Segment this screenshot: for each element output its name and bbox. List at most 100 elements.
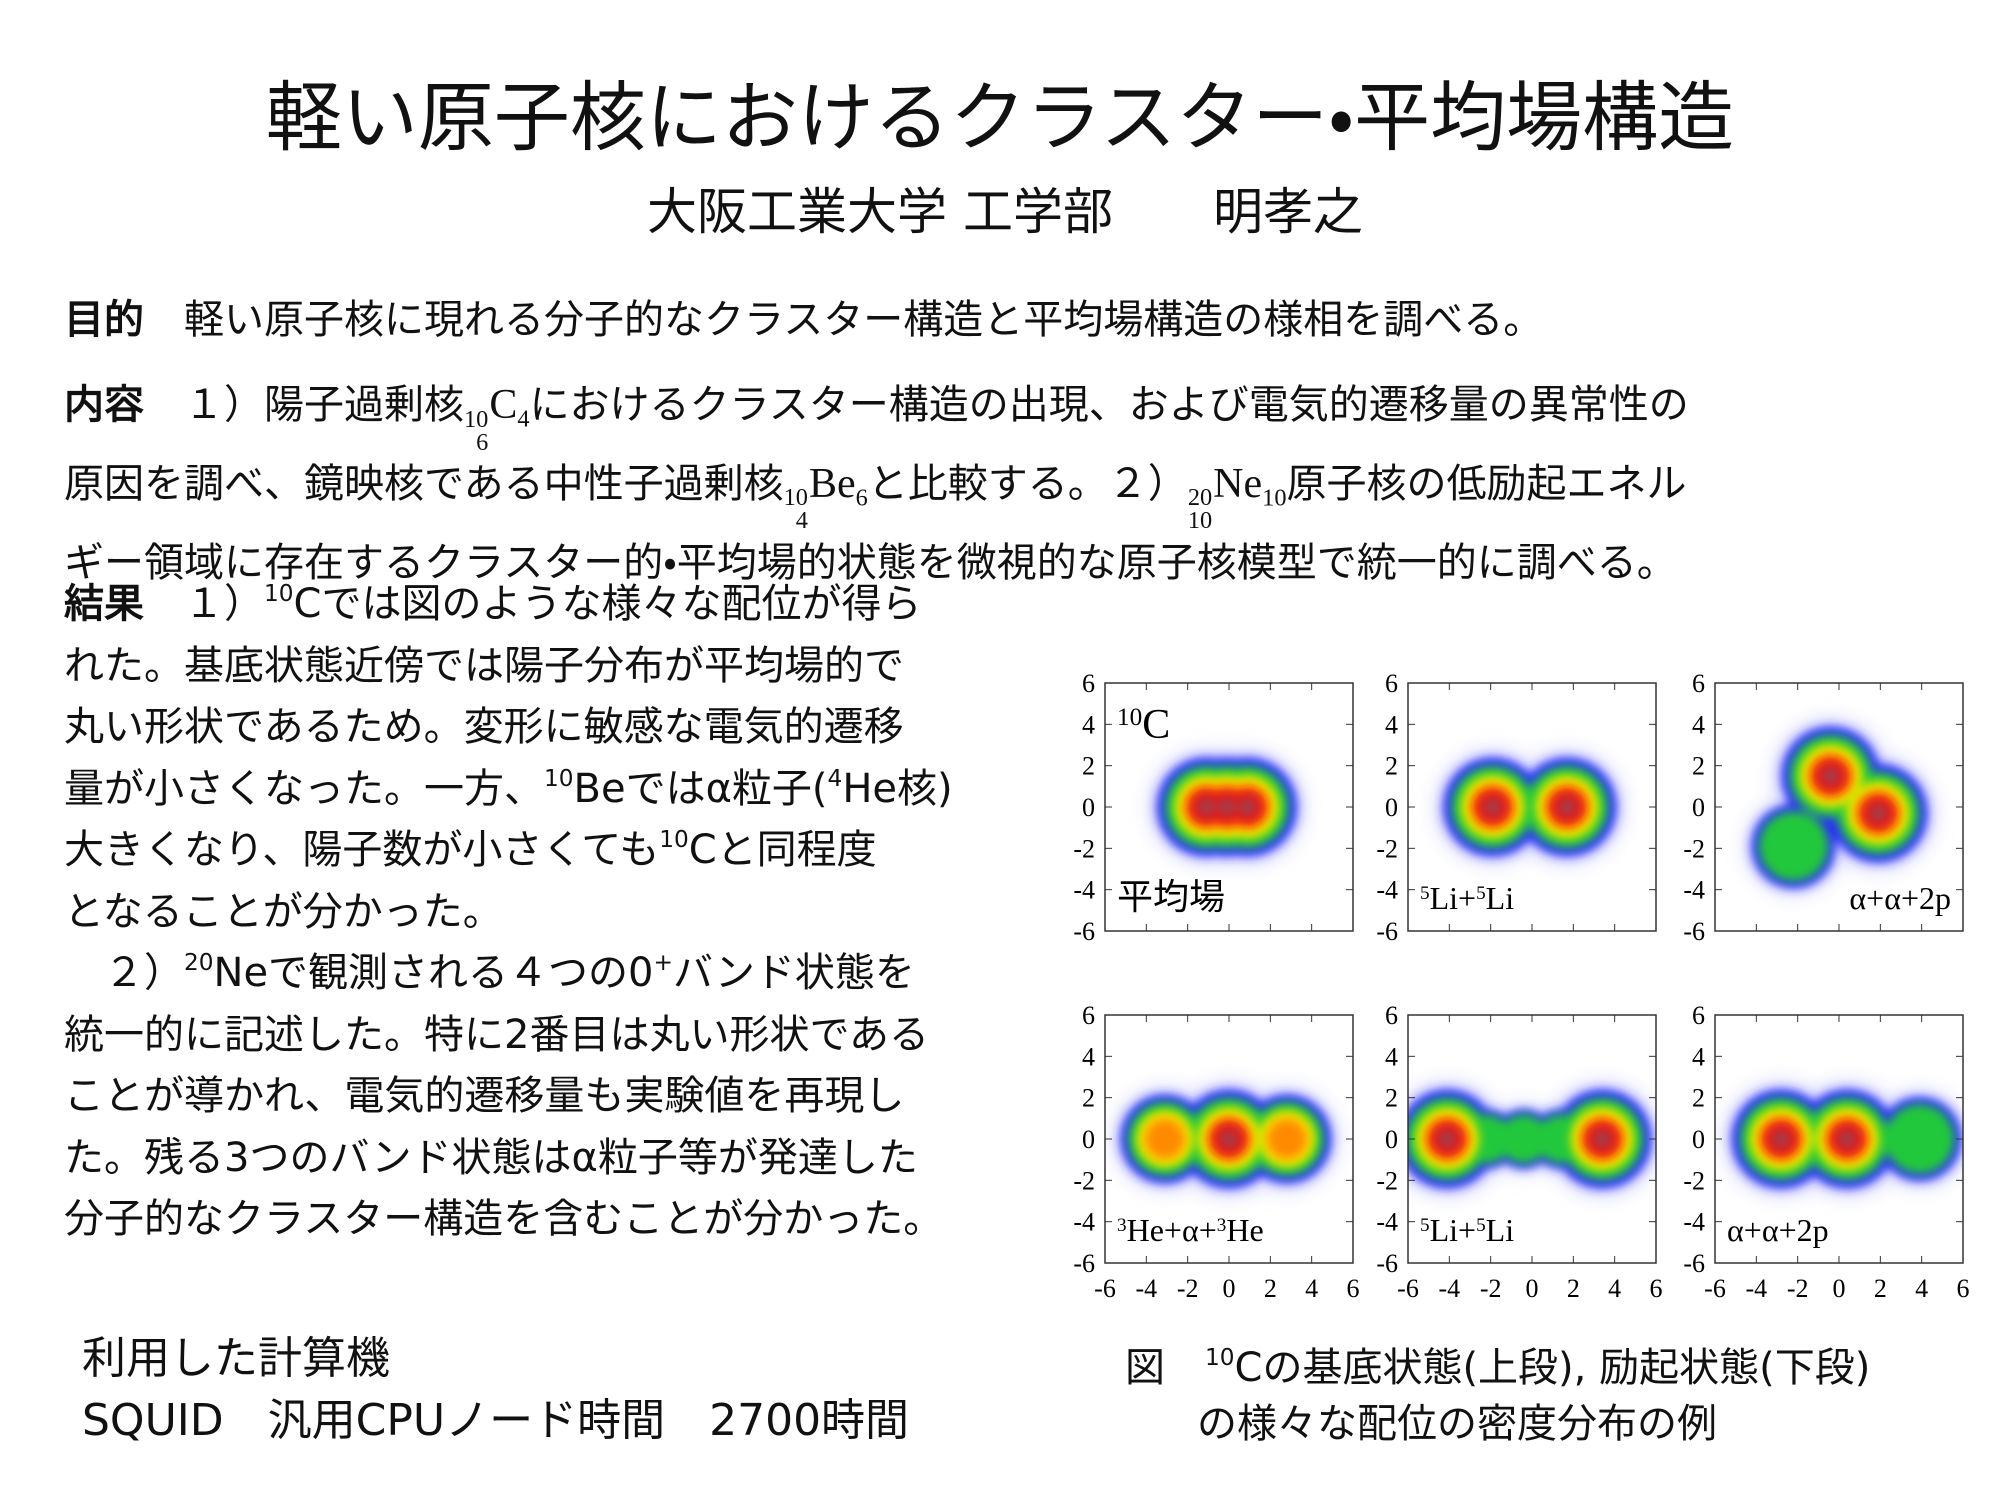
density-blob	[1558, 798, 1576, 816]
superscript: 3	[1117, 1215, 1127, 1236]
y-tick-label: 4	[1385, 710, 1398, 739]
text-line: となることが分かった。	[64, 882, 953, 944]
y-tick-label: -4	[1073, 1208, 1095, 1237]
density-layer	[1822, 767, 1887, 822]
x-tick-label: 6	[1957, 1274, 1970, 1303]
text-run: 丸い形状であるため。変形に敏感な電気的遷移	[64, 704, 904, 750]
section-heading: 結果	[64, 581, 144, 627]
y-tick-label: 2	[1385, 752, 1398, 781]
density-blob	[1484, 798, 1502, 816]
text-run: Li+	[1430, 880, 1476, 916]
text-run: Li	[1486, 1212, 1515, 1248]
y-tick-label: -4	[1376, 1208, 1398, 1237]
text-line: 利用した計算機	[82, 1333, 390, 1384]
density-blob	[1218, 798, 1236, 816]
text-run: 分子的なクラスター構造を含むことが分かった。	[64, 1196, 944, 1242]
text-run: におけるクラスター構造の出現、および電気的遷移量の異常性の	[529, 382, 1689, 428]
density-layer	[1438, 1130, 1611, 1148]
text-line: 統一的に記述した。特に2番目は丸い形状である	[64, 1005, 953, 1067]
atomic-number: 4	[795, 507, 808, 535]
x-tick-label: 0	[1833, 1274, 1846, 1303]
y-tick-label: -4	[1376, 876, 1398, 905]
density-blob	[1498, 1114, 1549, 1164]
x-tick-label: 4	[1915, 1274, 1928, 1303]
section-heading: 目的	[64, 297, 144, 343]
x-tick-label: 6	[1650, 1274, 1663, 1303]
y-tick-label: 4	[1692, 1042, 1705, 1071]
x-tick-label: -6	[1094, 1274, 1116, 1303]
density-blob	[1238, 798, 1257, 816]
density-blob	[1884, 1103, 1955, 1175]
subtitle: 大阪工業大学 工学部 明孝之	[647, 183, 1363, 241]
density-map	[1408, 1081, 1656, 1197]
results-section: 結果 １）10Cでは図のような様々な配位が得ら れた。基底状態近傍では陽子分布が平…	[64, 574, 953, 1251]
y-tick-label: -6	[1376, 917, 1398, 946]
y-tick-label: 2	[1692, 752, 1705, 781]
text-run: 統一的に記述した。特に2番目は丸い形状である	[64, 1011, 930, 1058]
x-tick-label: 6	[1347, 1274, 1360, 1303]
nuclide-numbers: 10 4	[784, 486, 808, 535]
text-run: Li+	[1430, 1212, 1476, 1248]
y-tick-label: -6	[1073, 1249, 1095, 1278]
element-symbol: C	[489, 382, 518, 428]
superscript: 5	[1476, 883, 1486, 904]
nuclide-numbers: 10 6	[464, 407, 488, 455]
text-run: 原因を調べ、鏡映核である中性子過剰核	[64, 460, 784, 507]
y-tick-label: 2	[1082, 752, 1095, 781]
text-run: 量が小さくなった。一方、	[64, 765, 544, 812]
y-tick-label: 0	[1385, 793, 1398, 822]
text-run: 大きくなり、陽子数が小さくても	[64, 827, 660, 873]
mass-number: 20	[1187, 484, 1213, 512]
y-tick-label: 6	[1082, 669, 1095, 698]
text-line: た。残る3つのバンド状態はα粒子等が発達した	[64, 1128, 953, 1190]
x-tick-label: -2	[1480, 1274, 1502, 1303]
y-tick-label: 0	[1692, 1125, 1705, 1154]
y-tick-label: -2	[1376, 1166, 1398, 1195]
density-map	[1744, 718, 1937, 896]
x-tick-label: 4	[1305, 1274, 1318, 1303]
superscript: +	[653, 948, 673, 976]
text-run: Cでは図のような様々な配位が得ら	[293, 581, 922, 627]
density-layer	[1484, 798, 1576, 816]
x-tick-label: -6	[1704, 1274, 1726, 1303]
y-tick-label: 0	[1082, 793, 1095, 822]
text-run: ２）	[64, 950, 184, 996]
panel-label: 10C	[1117, 702, 1170, 748]
panel-label: 平均場	[1117, 877, 1225, 917]
figure-caption: 図 10Cの基底状態(上段), 励起状態(下段) の様々な配位の密度分布の例	[1125, 1340, 1870, 1452]
y-tick-label: 4	[1692, 710, 1705, 739]
y-tick-label: 2	[1692, 1084, 1705, 1113]
density-blob	[1822, 767, 1840, 785]
density-blob	[1438, 1130, 1456, 1148]
text-run: Li	[1486, 880, 1515, 916]
nuclide: 10 4 Be6	[784, 461, 868, 533]
density-blob	[1144, 1118, 1186, 1160]
y-tick-label: 6	[1385, 669, 1398, 698]
computer-info: 利用した計算機 SQUID 汎用CPUノード時間 2700時間	[82, 1328, 909, 1452]
density-blob	[1758, 811, 1829, 882]
density-map	[1434, 749, 1625, 865]
x-tick-label: -4	[1745, 1274, 1767, 1303]
y-tick-label: -4	[1683, 1208, 1705, 1237]
x-tick-label: 2	[1874, 1274, 1887, 1303]
text-line: 内容 １）陽子過剰核 10 6 C4におけるクラスター構造の出現、および電気的遷移量の…	[64, 375, 1689, 454]
density-blob	[1220, 1130, 1238, 1148]
text-run: 原子核の低励起エネル	[1286, 460, 1687, 507]
y-tick-label: -2	[1073, 1166, 1095, 1195]
y-tick-label: 6	[1692, 669, 1705, 698]
x-tick-label: -2	[1177, 1274, 1199, 1303]
x-tick-label: -6	[1397, 1274, 1419, 1303]
superscript: 5	[1420, 1215, 1430, 1236]
text-line: ギー領域に存在するクラスター的・平均場的状態を微視的な原子核模型で統一的に調べる…	[64, 533, 1689, 595]
text-line: の様々な配位の密度分布の例	[1125, 1396, 1870, 1452]
superscript: 4	[827, 764, 843, 792]
y-tick-label: 6	[1385, 1001, 1398, 1030]
text-line: 目的 軽い原子核に現れる分子的なクラスター構造と平均場構造の様相を調べる。	[64, 290, 1543, 352]
text-run: α+α+2p	[1727, 1212, 1829, 1248]
density-blob	[1838, 1130, 1856, 1148]
purpose-section: 目的 軽い原子核に現れる分子的なクラスター構造と平均場構造の様相を調べる。	[64, 290, 1543, 352]
neutron-number: 4	[517, 405, 530, 433]
